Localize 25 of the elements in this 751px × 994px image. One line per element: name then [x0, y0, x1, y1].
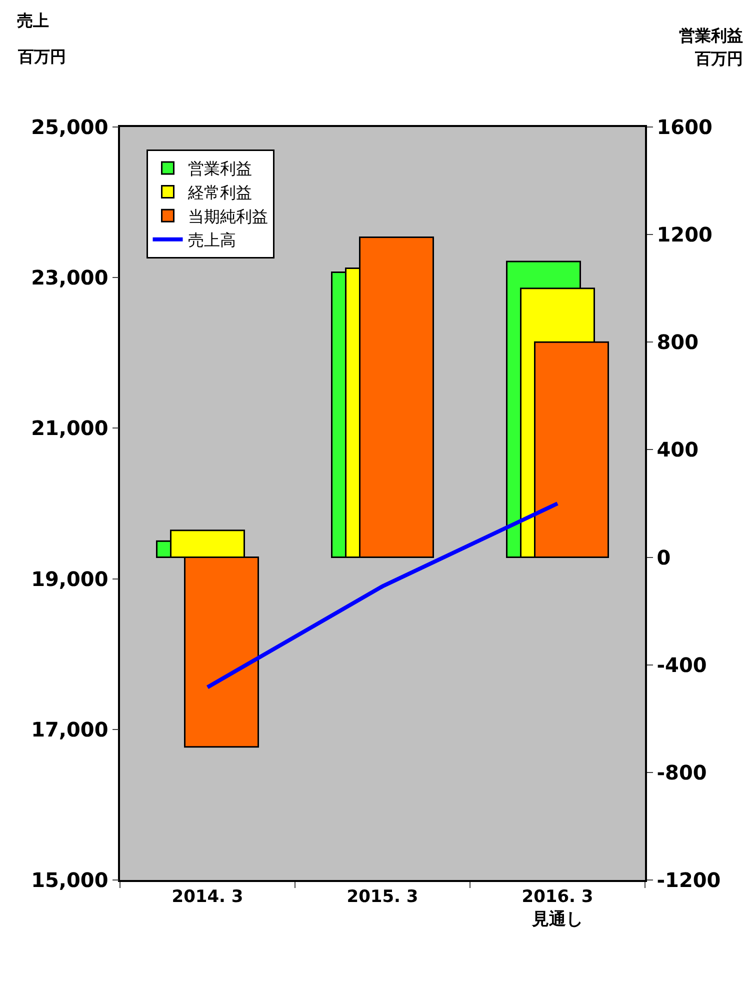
y2-tick-label: 1200: [656, 222, 712, 247]
y-tick-label: 21,000: [31, 416, 108, 440]
y-tick-label: 19,000: [31, 566, 108, 591]
text: 百万円: [694, 49, 743, 68]
y-tick-label: 15,000: [31, 868, 108, 892]
y2-tick-label: -800: [656, 760, 707, 784]
y2-tick-label: 0: [656, 545, 671, 570]
legend-label: 当期純利益: [188, 206, 268, 226]
y2-tick-label: 1600: [656, 115, 712, 139]
y-tick-label: 25,000: [31, 115, 108, 139]
legend-label: 売上高: [188, 230, 236, 250]
legend-label: 経常利益: [186, 183, 252, 202]
y2-tick-label: -1200: [656, 868, 721, 892]
y2-tick-label: 400: [656, 438, 698, 462]
x-tick-label: 2014. 3: [172, 887, 244, 908]
x-tick-label: 2016. 3 見通し: [522, 887, 594, 930]
text: 売上: [17, 11, 49, 30]
y2-axis-title: 営業利益: [679, 26, 743, 45]
x-tick-label: 2015. 3: [346, 887, 418, 908]
legend-label: 営業利益: [188, 159, 252, 178]
y-tick-label: 23,000: [31, 266, 108, 290]
y-tick-label: 17,000: [31, 717, 108, 742]
y2-tick-label: 800: [656, 330, 698, 354]
text: 百万円: [17, 47, 66, 66]
y2-tick-label: -400: [656, 652, 707, 677]
